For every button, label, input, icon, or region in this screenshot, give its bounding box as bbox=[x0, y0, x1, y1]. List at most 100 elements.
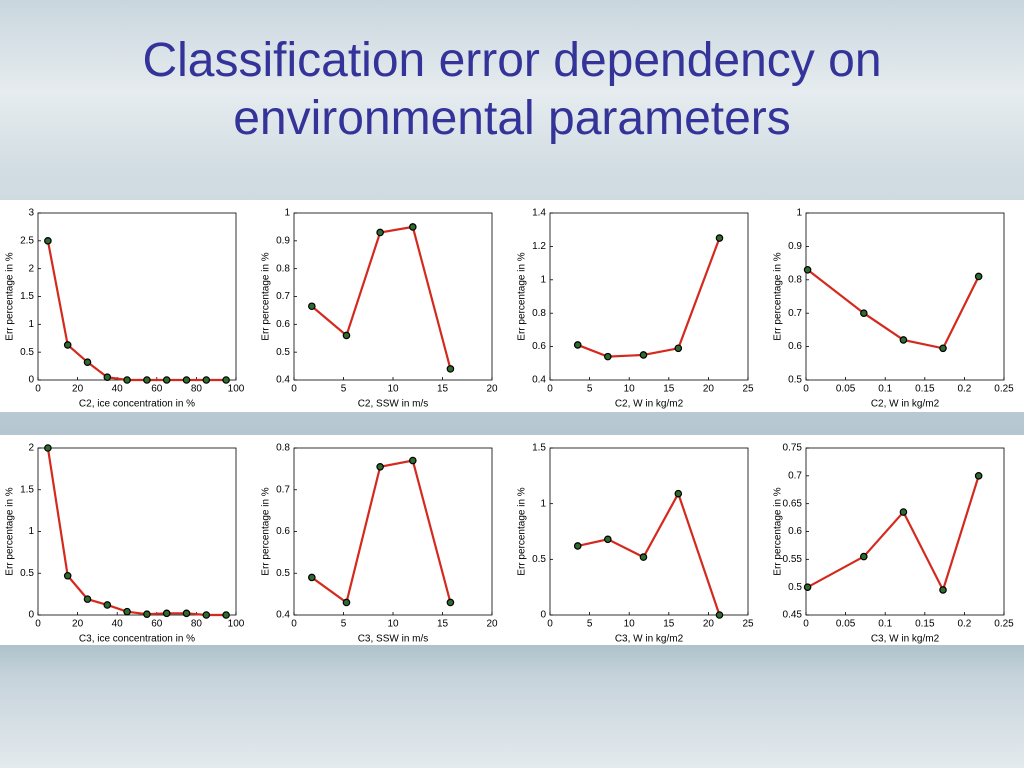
x-tick-label: 100 bbox=[228, 384, 245, 395]
data-point bbox=[222, 611, 230, 619]
y-tick-label: 1 bbox=[28, 526, 34, 537]
x-tick-label: 60 bbox=[151, 619, 163, 630]
y-tick-label: 0.9 bbox=[276, 235, 290, 246]
x-tick-label: 25 bbox=[742, 384, 754, 395]
data-point bbox=[83, 595, 92, 603]
data-point bbox=[803, 583, 812, 591]
y-tick-label: 0.5 bbox=[20, 568, 34, 579]
series-line bbox=[46, 240, 227, 382]
y-axis-label: Err percentage in % bbox=[261, 252, 272, 340]
y-axis-label: Err percentage in % bbox=[517, 487, 528, 575]
data-point bbox=[162, 609, 171, 618]
x-tick-label: 15 bbox=[437, 384, 449, 395]
x-tick-label: 25 bbox=[742, 619, 754, 630]
y-tick-label: 0.7 bbox=[276, 484, 290, 495]
data-point bbox=[308, 573, 316, 582]
data-point bbox=[182, 376, 191, 384]
x-tick-label: 0.2 bbox=[957, 384, 971, 395]
x-tick-label: 5 bbox=[587, 619, 593, 630]
data-point bbox=[143, 610, 151, 618]
y-tick-label: 0.8 bbox=[276, 443, 290, 454]
data-point bbox=[342, 598, 351, 607]
x-tick-label: 0.15 bbox=[915, 619, 935, 630]
x-tick-label: 0 bbox=[803, 619, 809, 630]
data-point bbox=[222, 376, 230, 384]
y-tick-label: 0.5 bbox=[276, 347, 290, 358]
plot-frame bbox=[549, 212, 749, 381]
x-tick-label: 0.05 bbox=[836, 619, 856, 630]
y-tick-label: 0.4 bbox=[532, 375, 546, 386]
x-tick-label: 20 bbox=[486, 619, 498, 630]
x-tick-label: 10 bbox=[624, 619, 636, 630]
y-axis-label: Err percentage in % bbox=[5, 252, 16, 340]
x-tick-label: 20 bbox=[72, 619, 84, 630]
x-tick-label: 5 bbox=[341, 619, 347, 630]
x-axis-label: C2, W in kg/m2 bbox=[871, 399, 940, 410]
y-tick-label: 0.6 bbox=[276, 526, 290, 537]
x-tick-label: 0.1 bbox=[878, 384, 892, 395]
x-tick-label: 15 bbox=[663, 384, 675, 395]
plot-frame bbox=[293, 447, 493, 616]
data-point bbox=[123, 376, 131, 384]
x-tick-label: 5 bbox=[587, 384, 593, 395]
data-point bbox=[202, 376, 211, 384]
y-tick-label: 0.4 bbox=[276, 610, 290, 621]
plot-frame bbox=[805, 212, 1005, 381]
x-tick-label: 0.2 bbox=[957, 619, 971, 630]
x-tick-label: 20 bbox=[72, 384, 84, 395]
data-point bbox=[939, 586, 947, 594]
y-tick-label: 0.75 bbox=[783, 443, 803, 454]
y-tick-label: 0.55 bbox=[783, 554, 803, 565]
x-axis-label: C2, ice concentration in % bbox=[79, 399, 195, 410]
y-tick-label: 0.4 bbox=[276, 375, 290, 386]
y-tick-label: 0.5 bbox=[788, 375, 802, 386]
x-axis-label: C3, W in kg/m2 bbox=[871, 634, 940, 645]
y-tick-label: 1 bbox=[796, 208, 802, 219]
y-tick-label: 0.5 bbox=[276, 568, 290, 579]
data-point bbox=[408, 456, 417, 465]
x-tick-label: 60 bbox=[151, 384, 163, 395]
x-tick-label: 40 bbox=[112, 619, 124, 630]
y-tick-label: 1.5 bbox=[20, 291, 34, 302]
data-point bbox=[342, 331, 351, 340]
data-point bbox=[63, 571, 72, 580]
data-point bbox=[143, 376, 151, 384]
data-point bbox=[162, 376, 171, 384]
data-point bbox=[376, 228, 384, 237]
data-point bbox=[308, 302, 316, 311]
data-point bbox=[860, 309, 868, 318]
y-tick-label: 1.2 bbox=[532, 241, 546, 252]
y-tick-label: 0.45 bbox=[783, 610, 803, 621]
data-point bbox=[573, 341, 582, 349]
y-axis-label: Err percentage in % bbox=[773, 487, 784, 575]
y-tick-label: 0.7 bbox=[788, 308, 802, 319]
y-tick-label: 1 bbox=[540, 498, 546, 509]
x-tick-label: 0 bbox=[35, 619, 41, 630]
data-point bbox=[639, 553, 648, 561]
y-tick-label: 0.9 bbox=[788, 241, 802, 252]
data-point bbox=[182, 609, 191, 618]
data-point bbox=[974, 472, 983, 480]
x-tick-label: 0.05 bbox=[836, 384, 856, 395]
x-tick-label: 0.15 bbox=[915, 384, 935, 395]
y-tick-label: 0 bbox=[28, 375, 34, 386]
y-tick-label: 0.8 bbox=[276, 263, 290, 274]
x-tick-label: 0 bbox=[291, 619, 297, 630]
data-point bbox=[446, 365, 455, 373]
x-tick-label: 10 bbox=[387, 384, 399, 395]
y-tick-label: 1 bbox=[28, 319, 34, 330]
data-point bbox=[408, 223, 417, 231]
y-tick-label: 2 bbox=[28, 443, 34, 454]
x-tick-label: 5 bbox=[341, 384, 347, 395]
x-tick-label: 0.1 bbox=[878, 619, 892, 630]
x-tick-label: 10 bbox=[387, 619, 399, 630]
data-point bbox=[674, 344, 683, 353]
data-point bbox=[44, 444, 52, 452]
data-point bbox=[604, 535, 612, 544]
y-tick-label: 0 bbox=[540, 610, 546, 621]
y-tick-label: 0.7 bbox=[276, 291, 290, 302]
y-axis-label: Err percentage in % bbox=[261, 487, 272, 575]
data-point bbox=[899, 336, 908, 344]
y-tick-label: 1.4 bbox=[532, 208, 546, 219]
